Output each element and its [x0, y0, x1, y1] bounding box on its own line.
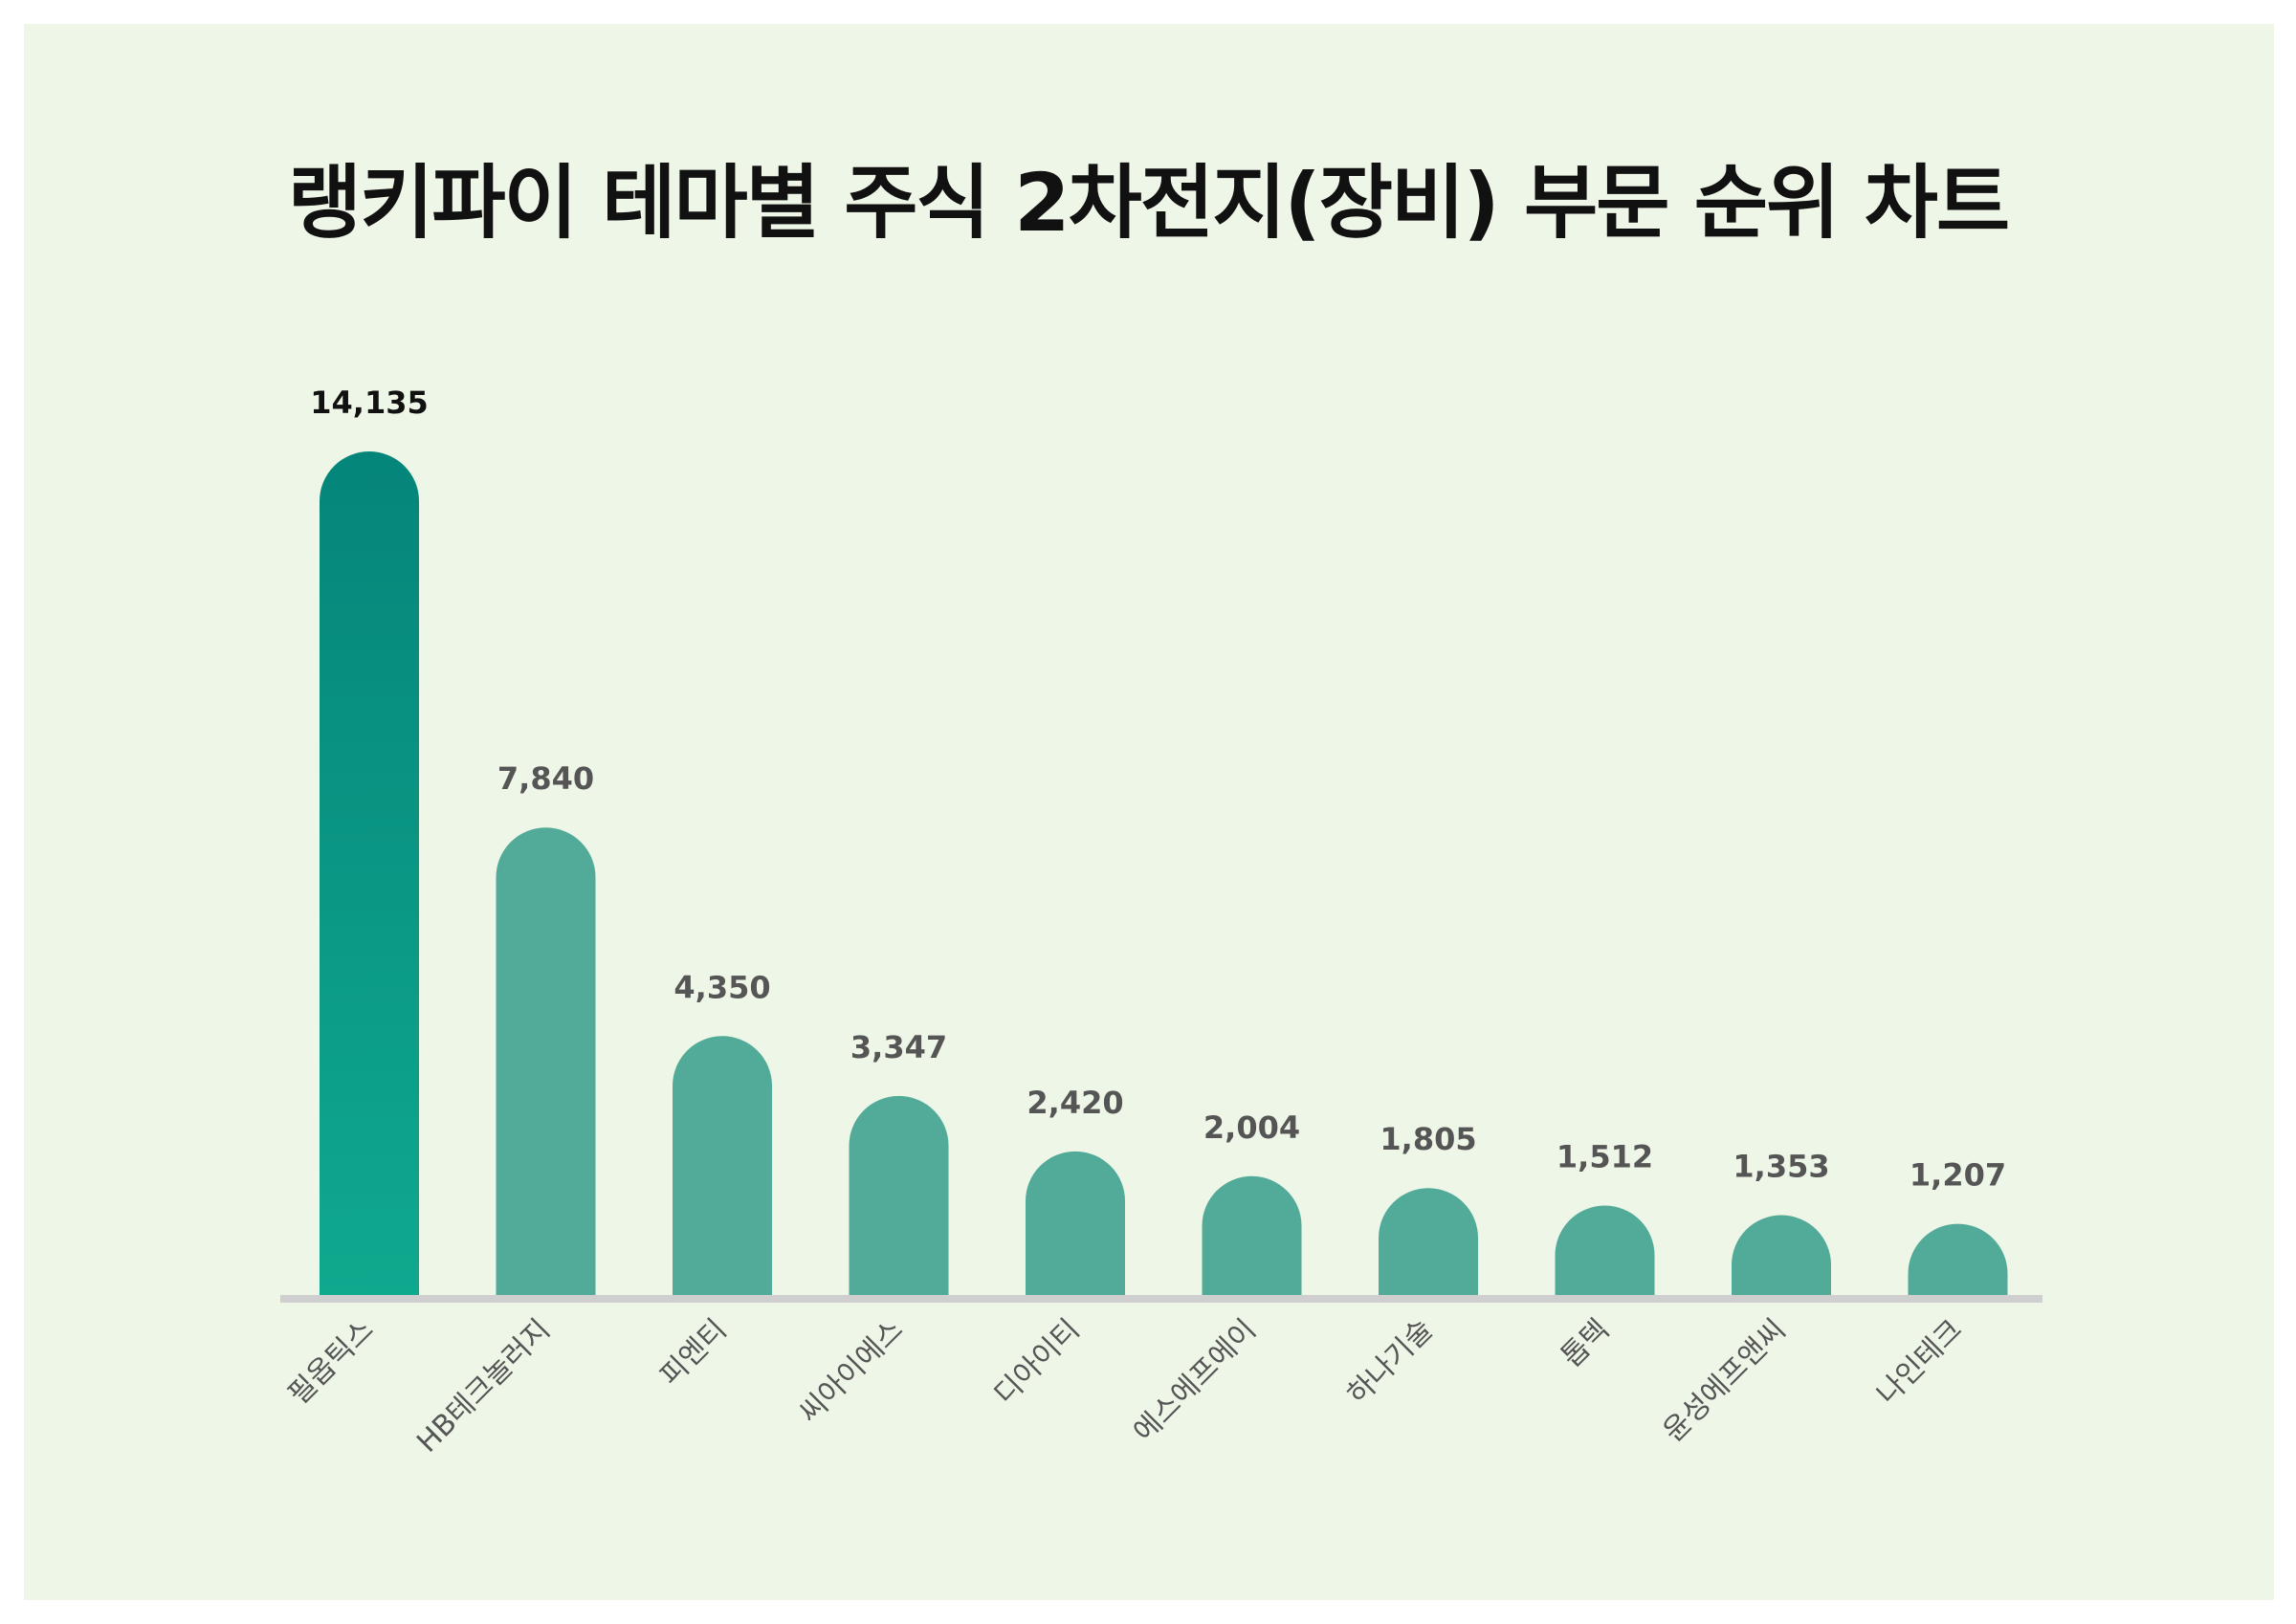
category-label-4: 씨아이에스 — [793, 1313, 910, 1430]
bar-5 — [1026, 1151, 1125, 1296]
category-label-8: 톱텍 — [1555, 1313, 1616, 1374]
category-label-2: HB테크놀러지 — [410, 1313, 557, 1459]
bar-4 — [849, 1095, 949, 1296]
category-label-10: 나인테크 — [1870, 1313, 1969, 1412]
value-label-5: 2,420 — [1027, 1085, 1123, 1121]
bar-3 — [673, 1036, 772, 1296]
value-label-10: 1,207 — [1910, 1157, 2006, 1194]
bar-8 — [1555, 1205, 1655, 1296]
bars-layer — [320, 451, 2008, 1296]
category-label-5: 디아이티 — [988, 1313, 1087, 1412]
category-label-3: 피엔티 — [653, 1313, 733, 1393]
value-label-6: 2,004 — [1203, 1109, 1300, 1146]
bar-10 — [1908, 1223, 2008, 1296]
bar-2 — [496, 827, 596, 1296]
bar-6 — [1202, 1175, 1302, 1296]
bar-9 — [1732, 1215, 1831, 1296]
chart-title: 랭키파이 테마별 주식 2차전지(장비) 부문 순위 차트 — [287, 156, 2010, 250]
value-label-3: 4,350 — [673, 969, 770, 1005]
value-label-7: 1,805 — [1380, 1121, 1476, 1157]
value-label-9: 1,353 — [1733, 1148, 1829, 1184]
value-label-8: 1,512 — [1556, 1139, 1653, 1175]
category-label-1: 필옵틱스 — [282, 1313, 381, 1412]
value-label-1: 14,135 — [310, 384, 428, 421]
category-label-9: 윤성에프앤씨 — [1657, 1313, 1793, 1449]
value-label-4: 3,347 — [850, 1029, 947, 1065]
value-label-2: 7,840 — [497, 760, 594, 797]
bar-1 — [320, 451, 419, 1296]
bar-7 — [1379, 1188, 1478, 1296]
category-label-6: 에스에프에이 — [1127, 1313, 1263, 1449]
category-label-7: 하나기술 — [1341, 1313, 1440, 1412]
